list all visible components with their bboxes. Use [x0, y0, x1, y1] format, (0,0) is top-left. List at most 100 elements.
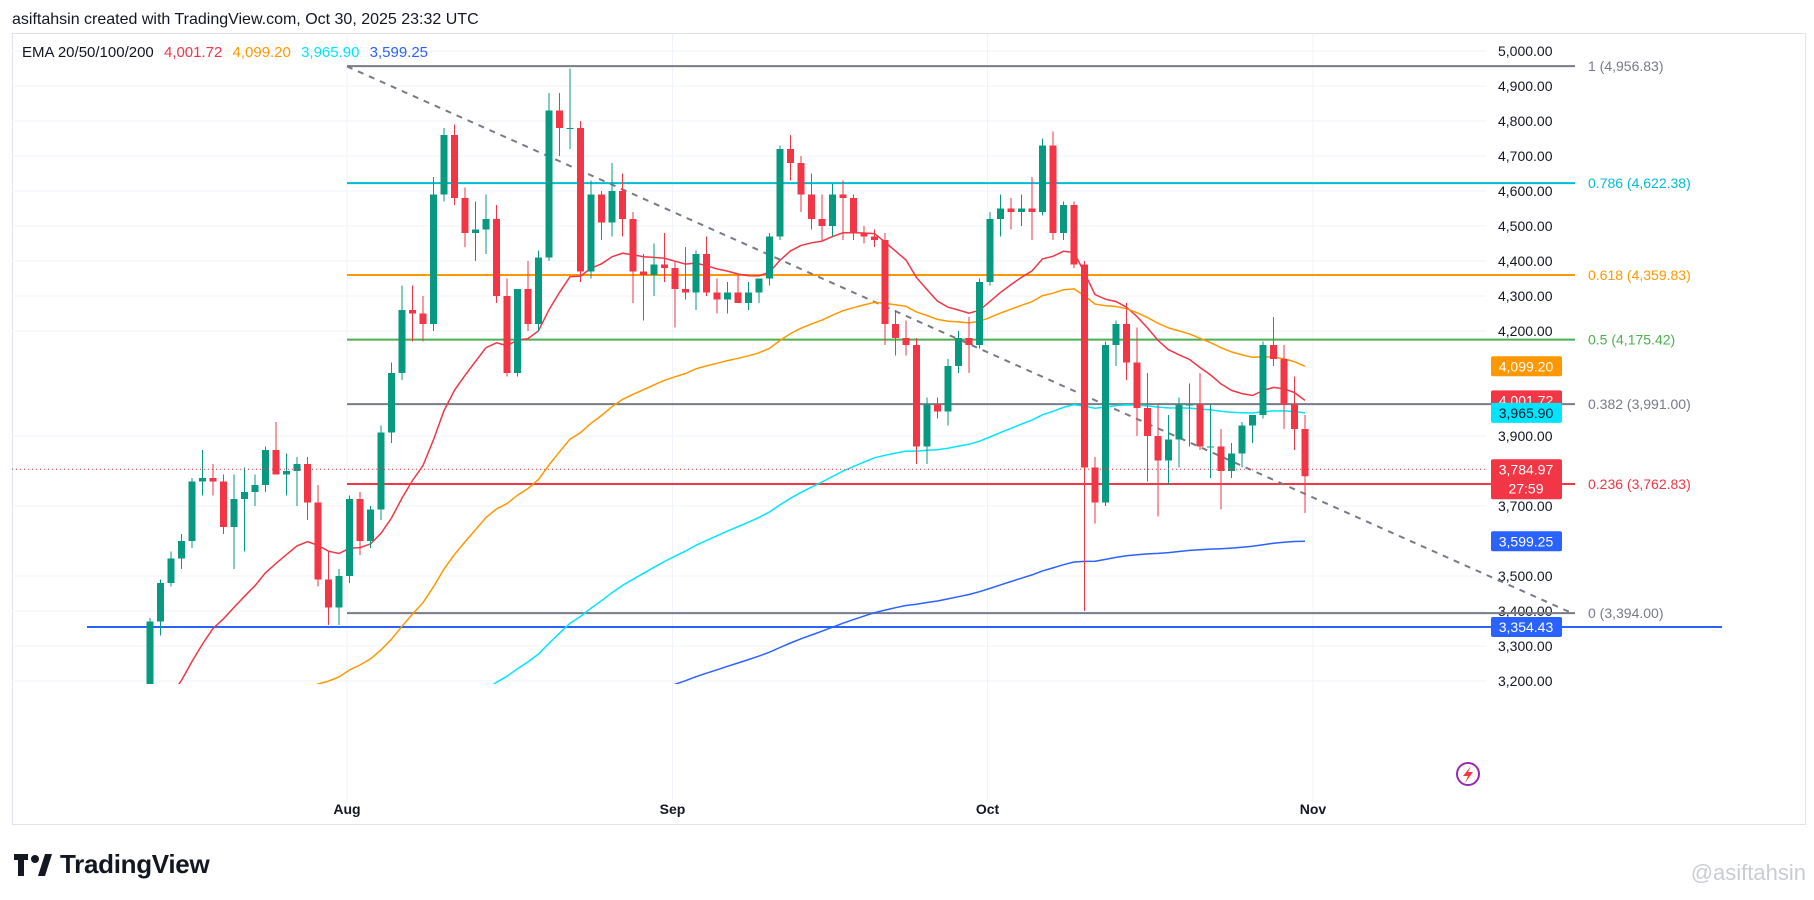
candle-body[interactable]	[461, 198, 469, 233]
candle-body[interactable]	[503, 296, 511, 373]
candle-body[interactable]	[734, 292, 742, 304]
candle-body[interactable]	[293, 464, 301, 471]
candle-body[interactable]	[1270, 345, 1277, 359]
candle-body[interactable]	[230, 499, 238, 527]
candle-body[interactable]	[545, 110, 553, 258]
candle-body[interactable]	[493, 219, 500, 296]
candle-body[interactable]	[703, 254, 710, 293]
candle-body[interactable]	[640, 271, 647, 276]
candle-body[interactable]	[251, 485, 259, 492]
candle-body[interactable]	[1133, 362, 1141, 409]
candle-body[interactable]	[587, 194, 595, 272]
candle-body[interactable]	[766, 236, 773, 279]
candle-body[interactable]	[304, 464, 311, 503]
candle-body[interactable]	[1291, 404, 1298, 430]
candle-body[interactable]	[892, 324, 899, 338]
support-price-badge[interactable]	[1491, 616, 1562, 637]
ema-price-badge[interactable]	[1491, 402, 1562, 423]
candle-body[interactable]	[566, 128, 574, 129]
candle-body[interactable]	[1165, 439, 1172, 461]
candle-body[interactable]	[451, 135, 458, 198]
candle-body[interactable]	[650, 264, 658, 276]
chart-frame[interactable]	[12, 33, 1806, 825]
candle-body[interactable]	[314, 502, 322, 580]
candle-body[interactable]	[157, 583, 164, 622]
candle-body[interactable]	[713, 292, 721, 300]
candle-body[interactable]	[1049, 145, 1057, 234]
candle-body[interactable]	[377, 432, 385, 510]
candle-body[interactable]	[745, 292, 752, 304]
candle-body[interactable]	[356, 499, 364, 541]
candle-body[interactable]	[1154, 436, 1162, 461]
candle-body[interactable]	[955, 338, 962, 366]
candle-body[interactable]	[944, 366, 952, 412]
candle-body[interactable]	[724, 292, 731, 300]
candle-body[interactable]	[482, 219, 490, 230]
candle-body[interactable]	[1186, 404, 1193, 406]
candle-body[interactable]	[1018, 208, 1025, 213]
candle-body[interactable]	[167, 558, 175, 584]
candle-body[interactable]	[619, 191, 626, 219]
candle-body[interactable]	[755, 278, 763, 293]
candle-body[interactable]	[1102, 345, 1109, 503]
candle-body[interactable]	[860, 233, 868, 237]
candle-body[interactable]	[440, 135, 448, 195]
candle-body[interactable]	[1081, 264, 1088, 468]
candle-body[interactable]	[598, 194, 605, 223]
candle-body[interactable]	[524, 289, 532, 324]
candle-body[interactable]	[199, 478, 206, 482]
candle-body[interactable]	[808, 194, 815, 220]
candle-body[interactable]	[776, 149, 784, 237]
candle-body[interactable]	[1144, 408, 1151, 436]
candle-body[interactable]	[871, 236, 878, 241]
candle-body[interactable]	[629, 219, 637, 272]
candle-body[interactable]	[1028, 208, 1036, 213]
candle-body[interactable]	[671, 268, 679, 289]
candle-body[interactable]	[1207, 446, 1214, 448]
candle-body[interactable]	[430, 194, 437, 325]
candle-body[interactable]	[419, 313, 427, 325]
candle-body[interactable]	[262, 450, 269, 485]
candle-body[interactable]	[661, 264, 668, 269]
candle-body[interactable]	[1112, 324, 1120, 345]
candle-body[interactable]	[577, 128, 584, 272]
candle-body[interactable]	[829, 194, 836, 227]
candle-body[interactable]	[913, 345, 920, 447]
candle-body[interactable]	[965, 338, 973, 345]
candle-body[interactable]	[608, 191, 616, 223]
candle-body[interactable]	[1301, 429, 1309, 477]
candle-body[interactable]	[178, 541, 185, 559]
candle-body[interactable]	[986, 219, 994, 282]
candle-body[interactable]	[335, 576, 343, 608]
candle-body[interactable]	[188, 481, 196, 542]
candle-body[interactable]	[1249, 415, 1256, 426]
candle-body[interactable]	[902, 338, 910, 345]
candle-body[interactable]	[787, 149, 794, 163]
candle-body[interactable]	[923, 404, 931, 447]
candle-body[interactable]	[682, 289, 689, 293]
candle-body[interactable]	[797, 163, 805, 195]
candle-body[interactable]	[881, 240, 889, 324]
candle-body[interactable]	[209, 478, 217, 482]
candle-body[interactable]	[283, 471, 290, 475]
candle-body[interactable]	[1196, 404, 1204, 447]
current-price-badge[interactable]	[1491, 459, 1562, 500]
candle-body[interactable]	[514, 289, 521, 373]
candle-body[interactable]	[934, 404, 941, 412]
candle-body[interactable]	[839, 194, 847, 199]
candle-body[interactable]	[241, 492, 248, 499]
candle-body[interactable]	[388, 373, 395, 433]
candle-body[interactable]	[997, 208, 1004, 220]
candle-body[interactable]	[1280, 359, 1288, 405]
candle-body[interactable]	[146, 621, 154, 696]
candle-body[interactable]	[1123, 324, 1130, 363]
candle-body[interactable]	[1259, 345, 1267, 415]
ema-price-badge[interactable]	[1491, 531, 1562, 552]
candle-body[interactable]	[1238, 425, 1246, 454]
candle-body[interactable]	[272, 450, 280, 475]
candle-body[interactable]	[1060, 205, 1067, 233]
candle-body[interactable]	[1007, 208, 1015, 213]
candle-body[interactable]	[556, 110, 563, 129]
candle-body[interactable]	[367, 509, 374, 542]
tradingview-logo[interactable]: TradingView	[14, 849, 210, 880]
